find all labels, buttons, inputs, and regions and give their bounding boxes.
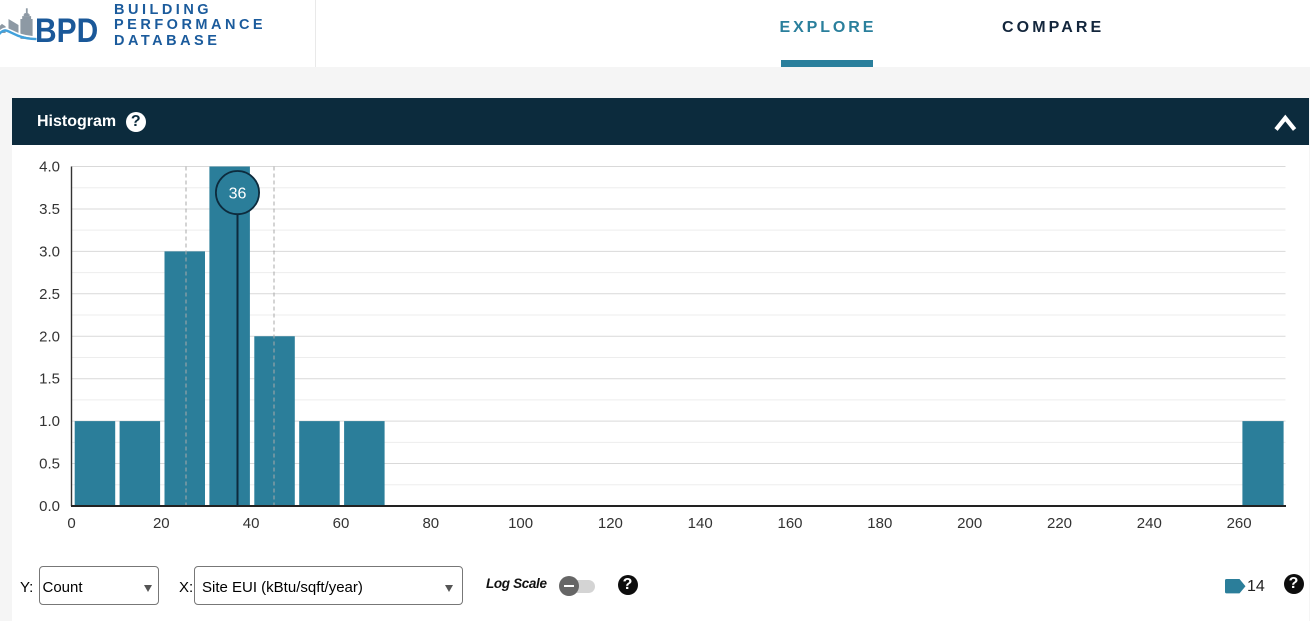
svg-text:1.5: 1.5 (39, 371, 60, 388)
svg-text:1.0: 1.0 (39, 413, 60, 430)
svg-text:100: 100 (508, 515, 533, 532)
svg-text:140: 140 (688, 515, 713, 532)
svg-text:260: 260 (1227, 515, 1252, 532)
svg-text:2.0: 2.0 (39, 328, 60, 345)
svg-text:120: 120 (598, 515, 623, 532)
svg-text:80: 80 (422, 515, 439, 532)
svg-text:20: 20 (153, 515, 170, 532)
svg-text:2.5: 2.5 (39, 286, 60, 303)
svg-text:0.5: 0.5 (39, 456, 60, 473)
svg-text:240: 240 (1137, 515, 1162, 532)
svg-text:0.0: 0.0 (39, 498, 60, 515)
svg-text:40: 40 (243, 515, 260, 532)
svg-text:60: 60 (333, 515, 350, 532)
svg-text:3.0: 3.0 (39, 243, 60, 260)
svg-text:36: 36 (229, 186, 247, 203)
svg-text:180: 180 (867, 515, 892, 532)
svg-text:3.5: 3.5 (39, 201, 60, 218)
svg-text:160: 160 (777, 515, 802, 532)
svg-text:200: 200 (957, 515, 982, 532)
svg-text:0: 0 (67, 515, 75, 532)
svg-text:220: 220 (1047, 515, 1072, 532)
svg-text:4.0: 4.0 (39, 159, 60, 176)
